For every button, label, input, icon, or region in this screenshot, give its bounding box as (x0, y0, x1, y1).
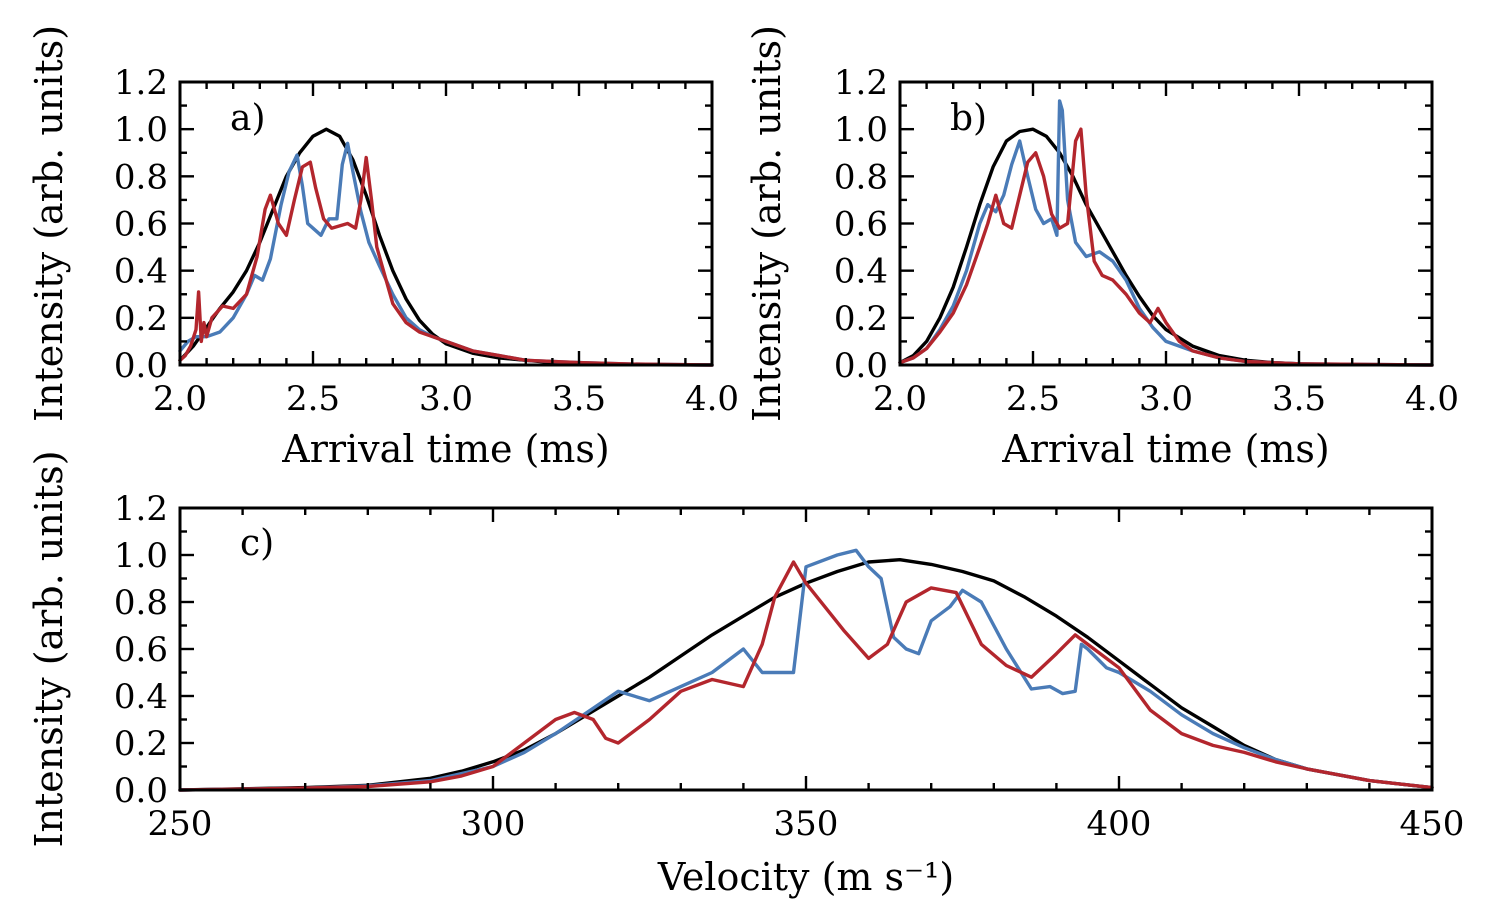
x-tick-label: 450 (1400, 804, 1465, 844)
series-blue-line (898, 99, 1434, 367)
x-tick-label: 3.0 (1139, 379, 1193, 419)
y-tick-label: 0.4 (114, 677, 168, 717)
x-tick-label: 2.5 (1006, 379, 1060, 419)
y-tick-label: 0.4 (834, 252, 888, 292)
x-tick-label: 2.0 (873, 379, 927, 419)
x-tick-label: 3.0 (419, 379, 473, 419)
x-axis-label: Velocity (m s⁻¹) (657, 855, 954, 899)
y-tick-label: 1.0 (114, 110, 168, 150)
series-blue-line (178, 548, 1434, 792)
y-tick-label: 0.6 (114, 205, 168, 245)
y-tick-label: 0.8 (114, 157, 168, 197)
x-tick-label: 250 (148, 804, 213, 844)
x-tick-label: 4.0 (1405, 379, 1459, 419)
x-tick-label: 350 (774, 804, 839, 844)
panel-c: 250 300 350 400 450 0.0 0.2 0.4 0.6 0.8 1.0 1.2 Velo… (27, 450, 1464, 899)
y-tick-label: 0.0 (114, 771, 168, 811)
panel-label: b) (950, 98, 987, 139)
series-red-line (898, 127, 1434, 367)
panel-a: 2.0 2.5 3.0 3.5 4.0 0.0 0.2 0.4 0.6 0.8 1.0 1.2 Arri… (27, 25, 739, 471)
x-tick-label: 2.5 (286, 379, 340, 419)
x-tick-label: 2.0 (153, 379, 207, 419)
y-tick-label: 0.8 (114, 583, 168, 623)
y-axis-label: Intensity (arb. units) (27, 450, 71, 847)
x-axis-label: Arrival time (ms) (281, 427, 610, 471)
y-tick-label: 0.2 (834, 299, 888, 339)
y-tick-label: 1.2 (834, 63, 888, 103)
y-tick-label: 0.0 (114, 346, 168, 386)
series-blue-line (178, 141, 714, 367)
y-tick-label: 0.2 (114, 724, 168, 764)
series-red-line (178, 560, 1434, 792)
x-axis-label: Arrival time (ms) (1001, 427, 1330, 471)
y-tick-label: 0.6 (834, 205, 888, 245)
y-tick-label: 0.4 (114, 252, 168, 292)
x-tick-label: 300 (461, 804, 526, 844)
x-tick-label: 400 (1087, 804, 1152, 844)
x-tick-label: 3.5 (552, 379, 606, 419)
y-tick-label: 1.0 (834, 110, 888, 150)
panel-label: a) (230, 98, 266, 139)
y-tick-label: 0.6 (114, 630, 168, 670)
y-axis-label: Intensity (arb. units) (745, 25, 789, 422)
x-tick-label: 3.5 (1272, 379, 1326, 419)
x-tick-label: 4.0 (685, 379, 739, 419)
y-axis-label: Intensity (arb. units) (27, 25, 71, 422)
y-tick-label: 0.8 (834, 157, 888, 197)
panel-label: c) (240, 523, 274, 564)
y-tick-label: 1.2 (114, 489, 168, 529)
y-tick-label: 0.0 (834, 346, 888, 386)
series-red-line (178, 155, 714, 367)
panel-b: 2.0 2.5 3.0 3.5 4.0 0.0 0.2 0.4 0.6 0.8 1.0 1.2 Arri… (745, 25, 1459, 471)
y-tick-label: 1.0 (114, 536, 168, 576)
series-black-line (178, 558, 1434, 792)
y-tick-label: 0.2 (114, 299, 168, 339)
y-tick-label: 1.2 (114, 63, 168, 103)
